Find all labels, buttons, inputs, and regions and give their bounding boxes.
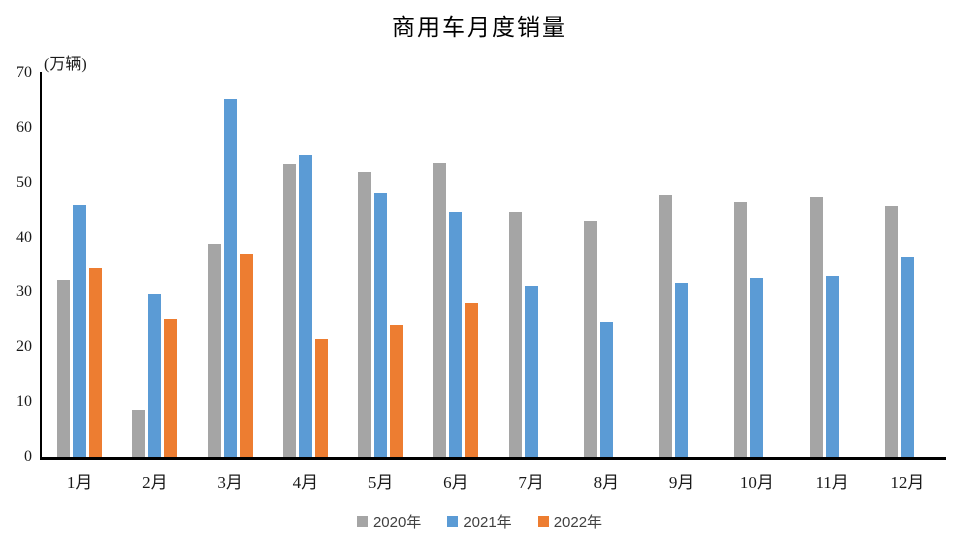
x-tick-label: 2月 [142, 473, 168, 492]
x-tick-label: 9月 [668, 473, 695, 492]
bar-2022年-6月 [465, 302, 479, 457]
bar-2021年-6月 [449, 212, 463, 457]
x-axis-line [40, 457, 946, 460]
bar-2020年-7月 [508, 211, 522, 457]
legend: 2020年 2021年 2022年 [0, 511, 959, 532]
x-tick-label: 6月 [443, 473, 469, 492]
bar-2022年-2月 [164, 319, 178, 457]
bar-2020年-1月 [57, 280, 71, 457]
y-tick-label: 40 [16, 228, 32, 246]
y-tick-label: 50 [16, 173, 32, 191]
chart-title: 商用车月度销量 [392, 15, 567, 40]
bar-2020年-10月 [734, 202, 748, 457]
legend-swatch-icon [447, 516, 459, 527]
legend-swatch-icon [537, 516, 549, 527]
y-tick-label: 60 [16, 118, 32, 136]
x-tick-label: 5月 [367, 473, 394, 492]
bar-2021年-10月 [750, 277, 764, 457]
y-axis-unit-label: (万辆) [44, 56, 87, 73]
y-tick-label: 20 [16, 338, 32, 356]
bar-2021年-3月 [223, 99, 237, 457]
legend-item: 2022年 [537, 511, 603, 532]
x-tick-label: 12月 [890, 473, 925, 492]
bar-2021年-4月 [298, 155, 312, 457]
bar-2020年-12月 [884, 205, 898, 457]
bar-2020年-4月 [282, 163, 296, 457]
bar-2022年-3月 [239, 254, 253, 457]
bar-2020年-2月 [132, 409, 146, 457]
x-tick-label: 3月 [217, 473, 243, 492]
bar-2021年-5月 [374, 192, 388, 457]
bar-2021年-8月 [599, 321, 613, 457]
legend-label: 2021年 [463, 514, 512, 531]
bar-2022年-4月 [314, 339, 328, 457]
x-tick-label: 7月 [518, 473, 544, 492]
bar-2021年-7月 [524, 285, 538, 457]
x-tick-label: 11月 [815, 473, 849, 492]
bar-2020年-8月 [583, 220, 597, 457]
y-tick-label: 70 [16, 64, 32, 81]
bar-2022年-1月 [89, 267, 103, 457]
x-tick-label: 8月 [593, 473, 620, 492]
bar-2021年-9月 [675, 283, 689, 457]
bar-2021年-1月 [73, 205, 87, 457]
legend-item: 2020年 [356, 511, 422, 532]
legend-label: 2020年 [372, 514, 422, 531]
y-tick-label: 10 [16, 393, 32, 411]
x-tick-label: 10月 [739, 473, 774, 492]
legend-item: 2021年 [447, 511, 512, 532]
bar-2022年-5月 [390, 325, 404, 457]
legend-swatch-icon [356, 516, 368, 527]
y-tick-label: 30 [16, 283, 32, 301]
bar-2021年-11月 [825, 275, 839, 457]
bar-2020年-9月 [659, 195, 673, 457]
bar-2021年-12月 [900, 256, 914, 457]
x-tick-label: 4月 [292, 473, 319, 492]
bar-2021年-2月 [148, 293, 162, 457]
y-axis-line [40, 72, 42, 458]
bar-2020年-6月 [433, 162, 447, 457]
legend-label: 2022年 [553, 514, 603, 531]
bar-2020年-5月 [358, 171, 372, 457]
x-tick-label: 1月 [66, 473, 93, 492]
y-tick-label: 0 [24, 448, 32, 465]
bar-2020年-3月 [207, 244, 221, 457]
bar-2020年-11月 [809, 196, 823, 457]
